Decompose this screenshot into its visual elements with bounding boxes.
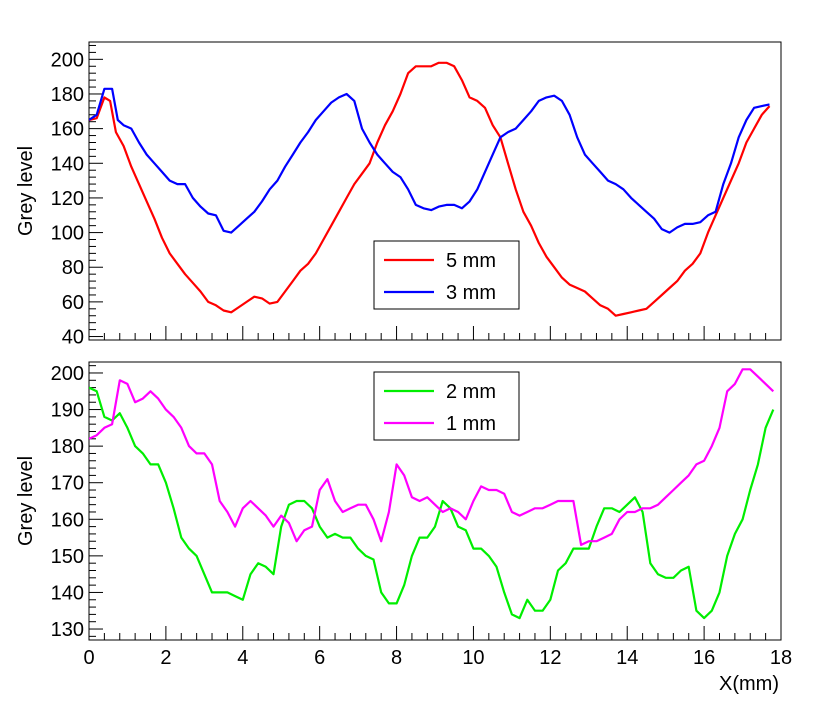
legend-label-5-mm: 5 mm [446,250,496,272]
y-tick-label: 120 [51,188,84,210]
x-tick-label: 16 [693,647,715,669]
y-tick-label: 180 [51,84,84,106]
y-tick-label: 140 [51,582,84,604]
y-tick-label: 170 [51,473,84,495]
legend-box [373,371,520,441]
x-tick-label: 2 [160,647,171,669]
y-tick-label: 80 [62,257,84,279]
series-line-3-mm [89,87,770,234]
x-tick-label: 12 [539,647,561,669]
x-tick-label: 14 [616,647,638,669]
y-tick-label: 150 [51,546,84,568]
legend-label-1-mm: 1 mm [446,413,496,435]
x-tick-label: 4 [237,647,248,669]
series-line-2-mm [89,386,775,620]
y-tick-label: 160 [51,119,84,141]
series-line-1-mm [89,368,775,547]
y-tick-label: 60 [62,292,84,314]
y-axis-label: Grey level [15,456,37,546]
y-tick-label: 200 [51,49,84,71]
y-tick-label: 140 [51,153,84,175]
y-axis-label: Grey level [15,146,37,236]
x-tick-label: 10 [462,647,484,669]
x-tick-label: 0 [83,647,94,669]
y-tick-label: 100 [51,223,84,245]
legend-box [373,240,520,310]
y-tick-label: 190 [51,400,84,422]
x-tick-label: 8 [391,647,402,669]
y-tick-label: 200 [51,363,84,385]
top-panel: 40 60 80 100 120 140 160 180 200 Grey level 5 mm 3 … [15,41,782,349]
x-tick-label: 6 [314,647,325,669]
y-tick-label: 180 [51,436,84,458]
series-line-5-mm [89,61,771,317]
y-tick-label: 160 [51,509,84,531]
y-tick-label: 40 [62,327,84,349]
legend-label-3-mm: 3 mm [446,282,496,304]
bottom-panel: 130 140 150 160 170 180 190 200 0 2 4 6 8 10 12 14 16 18 G… [15,361,792,695]
x-tick-label: 18 [770,647,792,669]
plot-frame [88,361,782,641]
x-axis-label: X(mm) [719,673,779,695]
y-tick-label: 130 [51,619,84,641]
legend-label-2-mm: 2 mm [446,381,496,403]
